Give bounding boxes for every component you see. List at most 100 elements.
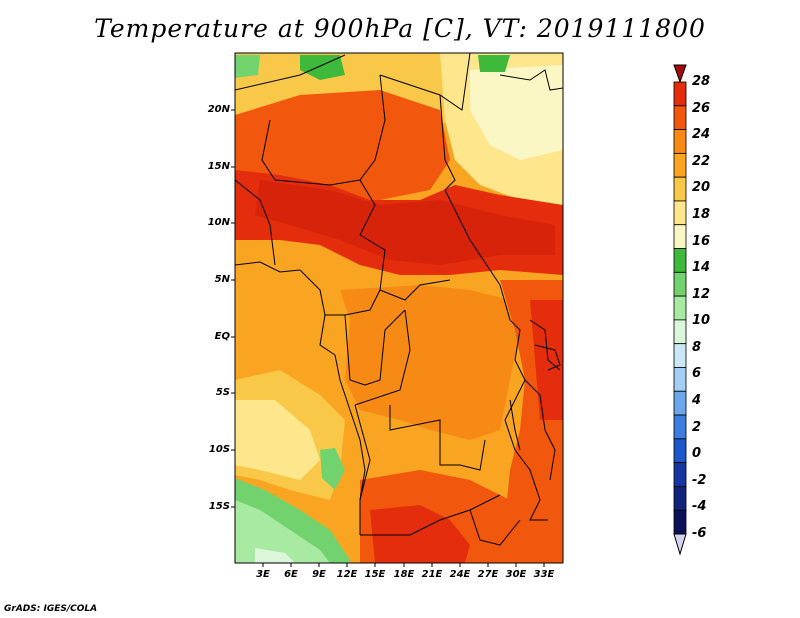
field-sw-lightgreen bbox=[235, 500, 330, 563]
colorbar-cell bbox=[673, 509, 687, 535]
border-15 bbox=[469, 509, 521, 546]
colorbar-label: -6 bbox=[692, 526, 707, 541]
lat-label-EQ: EQ bbox=[214, 331, 230, 342]
colorbar-label: 4 bbox=[692, 393, 702, 409]
lat-label-5N: 5N bbox=[214, 274, 230, 285]
colorbar-cell bbox=[673, 462, 687, 487]
lat-label-15N: 15N bbox=[207, 161, 230, 172]
colorbar-cell bbox=[673, 81, 687, 107]
colorbar-cell bbox=[673, 129, 687, 154]
lon-label-15E: 15E bbox=[364, 569, 386, 580]
colorbar-cell bbox=[673, 390, 687, 416]
border-17 bbox=[514, 449, 548, 521]
field-ne-palest bbox=[470, 65, 563, 160]
colorbar-cell bbox=[673, 200, 687, 226]
colorbar-cell bbox=[673, 248, 687, 273]
country-borders bbox=[235, 53, 563, 546]
lon-label-33E: 33E bbox=[533, 569, 555, 580]
colorbar-label: 10 bbox=[692, 313, 711, 329]
border-2 bbox=[379, 53, 471, 111]
field-green-patch-2 bbox=[300, 55, 345, 80]
border-13 bbox=[354, 404, 371, 535]
field-east-red bbox=[530, 300, 563, 420]
lon-label-9E: 9E bbox=[312, 569, 326, 580]
border-14 bbox=[360, 494, 501, 536]
colorbar-cell bbox=[673, 224, 687, 249]
colorbar-label: 28 bbox=[692, 74, 711, 89]
credit-text: GrADS: IGES/COLA bbox=[4, 604, 98, 614]
colorbar-bottom-arrow bbox=[673, 533, 687, 556]
colorbar-label: 2 bbox=[692, 419, 702, 435]
lon-label-21E: 21E bbox=[421, 569, 443, 580]
field-south-red bbox=[370, 505, 470, 563]
colorbar-label: 8 bbox=[692, 339, 702, 355]
colorbar-cell bbox=[673, 319, 687, 345]
border-3 bbox=[439, 94, 456, 191]
lat-label-5S: 5S bbox=[215, 387, 230, 398]
colorbar-cell bbox=[673, 152, 687, 178]
colorbar-label: -2 bbox=[692, 472, 707, 488]
colorbar-cell bbox=[673, 271, 687, 297]
coast-1 bbox=[235, 261, 301, 273]
border-20 bbox=[499, 69, 563, 91]
lon-label-3E: 3E bbox=[256, 569, 270, 580]
lon-label-18E: 18E bbox=[393, 569, 415, 580]
lat-label-10N: 10N bbox=[207, 217, 230, 228]
colorbar-label: 26 bbox=[692, 100, 711, 116]
temperature-field bbox=[235, 53, 563, 563]
axis-ticks bbox=[231, 109, 545, 567]
lat-label-20N: 20N bbox=[207, 104, 230, 115]
colorbar-cell bbox=[673, 414, 687, 440]
coast-2 bbox=[299, 269, 336, 356]
field-congo bbox=[340, 285, 520, 440]
field-green-patch-3 bbox=[235, 55, 260, 78]
colorbar bbox=[673, 64, 687, 556]
lat-label-10S: 10S bbox=[208, 444, 230, 455]
border-11 bbox=[354, 309, 411, 406]
border-9 bbox=[325, 289, 381, 316]
border-8 bbox=[444, 189, 501, 286]
lon-label-6E: 6E bbox=[284, 569, 298, 580]
colorbar-label: 12 bbox=[692, 286, 711, 302]
colorbar-label: 16 bbox=[692, 233, 711, 249]
lon-label-30E: 30E bbox=[505, 569, 527, 580]
border-12 bbox=[389, 405, 486, 471]
border-4 bbox=[359, 74, 386, 236]
coast-3 bbox=[334, 354, 366, 501]
colorbar-cell bbox=[673, 367, 687, 392]
lon-label-24E: 24E bbox=[449, 569, 471, 580]
colorbar-cell bbox=[673, 343, 687, 368]
colorbar-cell bbox=[673, 105, 687, 130]
colorbar-cell bbox=[673, 176, 687, 202]
field-sw-palegreen bbox=[255, 548, 295, 563]
border-10 bbox=[344, 309, 406, 386]
colorbar-top-arrow bbox=[673, 64, 687, 84]
lake-victoria bbox=[534, 344, 561, 371]
colorbar-cell bbox=[673, 295, 687, 321]
lat-label-15S: 15S bbox=[208, 501, 230, 512]
border-18 bbox=[529, 319, 561, 371]
border-19 bbox=[524, 379, 556, 481]
colorbar-label: -4 bbox=[692, 499, 707, 515]
colorbar-cell bbox=[673, 438, 687, 464]
colorbar-label: 24 bbox=[692, 127, 711, 143]
colorbar-cells bbox=[673, 81, 687, 535]
field-sahel-core bbox=[255, 180, 555, 265]
colorbar-label: 22 bbox=[692, 153, 711, 169]
field-green-patch-1 bbox=[320, 448, 345, 490]
colorbar-label: 20 bbox=[692, 180, 711, 196]
colorbar-label: 0 bbox=[692, 446, 702, 462]
lon-label-27E: 27E bbox=[477, 569, 499, 580]
colorbar-label: 14 bbox=[692, 260, 711, 276]
border-5 bbox=[261, 119, 361, 186]
colorbar-label: 6 bbox=[692, 366, 702, 382]
map-frame bbox=[234, 52, 564, 564]
colorbar-label: 18 bbox=[692, 206, 711, 222]
border-7 bbox=[359, 234, 451, 301]
border-1 bbox=[235, 54, 346, 91]
border-16 bbox=[499, 284, 526, 451]
field-green-patch-4 bbox=[478, 55, 510, 72]
lake-tanganyika bbox=[509, 399, 521, 451]
lon-label-12E: 12E bbox=[336, 569, 358, 580]
